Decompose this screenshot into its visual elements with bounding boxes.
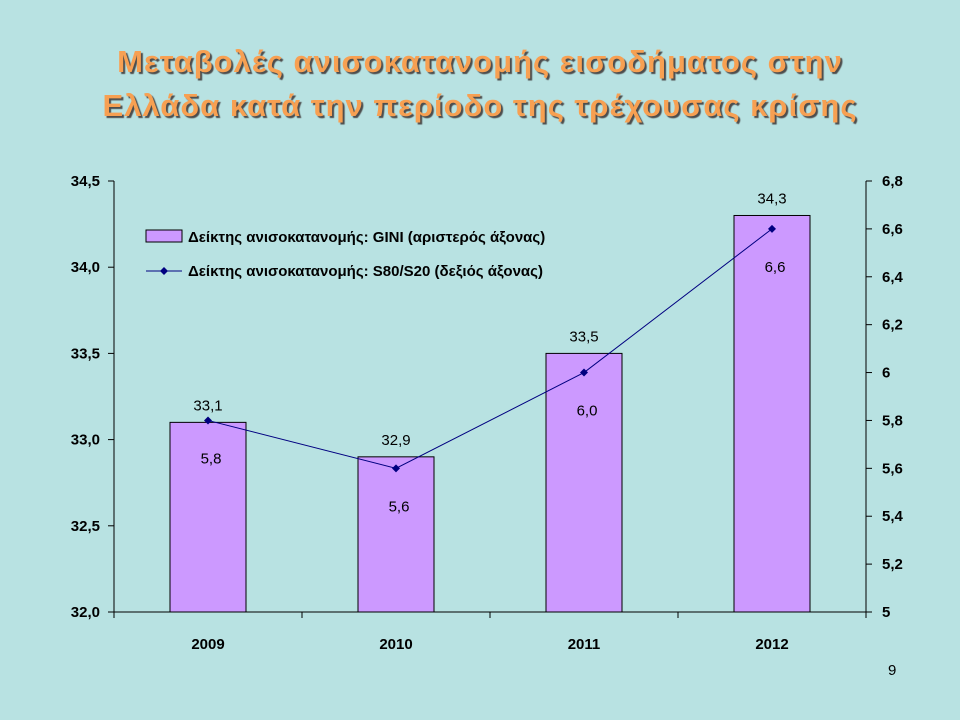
legend-label-s80: Δείκτης ανισοκατανομής: S80/S20 (δεξιός …: [188, 263, 543, 280]
x-tick-label: 2009: [191, 636, 224, 653]
line-point-2009: [204, 416, 212, 425]
left-tick-label: 32,0: [71, 604, 100, 621]
right-tick-label: 6,4: [882, 269, 904, 286]
title-line-1: Μεταβολές ανισοκατανομής εισοδήματος στη…: [117, 44, 843, 79]
x-tick-label: 2010: [379, 636, 412, 653]
line-data-label: 6,6: [765, 259, 786, 276]
right-tick-label: 5,6: [882, 460, 903, 477]
line-s80-s20: [207, 228, 773, 469]
legend-label-gini: Δείκτης ανισοκατανομής: GINI (αριστερός …: [188, 229, 545, 246]
right-tick-label: 6,6: [882, 221, 903, 238]
right-tick-label: 5,8: [882, 412, 903, 429]
left-tick-label: 33,0: [71, 432, 100, 449]
legend-swatch-s80-marker: [160, 267, 168, 275]
line-point-2010: [392, 464, 400, 473]
right-tick-label: 5,2: [882, 556, 903, 573]
left-tick-label: 32,5: [71, 518, 100, 535]
right-tick-label: 5: [882, 604, 890, 621]
line-data-label: 6,0: [577, 403, 598, 420]
line-data-label: 5,6: [389, 498, 410, 515]
line-point-2012: [768, 224, 776, 233]
bar-2012: [733, 214, 811, 613]
bar-data-label: 34,3: [757, 190, 786, 207]
bar-data-label: 32,9: [381, 432, 410, 449]
x-tick-label: 2012: [755, 636, 788, 653]
left-tick-label: 33,5: [71, 345, 100, 362]
right-tick-label: 5,4: [882, 508, 904, 525]
right-tick-label: 6,8: [882, 173, 903, 190]
left-tick-label: 34,0: [71, 259, 100, 276]
left-tick-label: 34,5: [71, 173, 100, 190]
title-line-2: Ελλάδα κατά την περίοδο της τρέχουσας κρ…: [102, 88, 858, 123]
slide-number: 9: [888, 662, 897, 679]
bar-data-label: 33,1: [193, 397, 222, 414]
line-point-2011: [580, 368, 588, 377]
legend-swatch-gini: [145, 229, 183, 243]
right-tick-label: 6: [882, 365, 890, 382]
x-tick-label: 2011: [568, 636, 601, 653]
bar-data-label: 33,5: [569, 328, 598, 345]
bar-2011: [545, 352, 623, 613]
right-tick-label: 6,2: [882, 317, 903, 334]
line-data-label: 5,8: [201, 450, 222, 467]
slide-title: Μεταβολές ανισοκατανομής εισοδήματος στη…: [0, 40, 960, 128]
bar-2010: [357, 456, 435, 613]
